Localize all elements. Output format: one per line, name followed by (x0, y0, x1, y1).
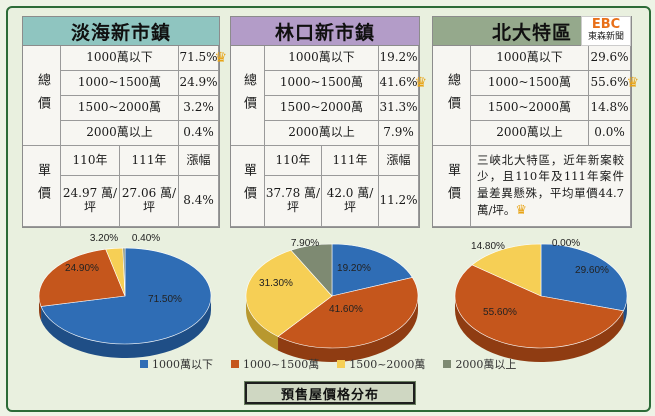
chart-legend: 1000萬以下 1000~1500萬 1500~2000萬 2000萬以上 (140, 356, 516, 372)
price-range-label: 1000~1500萬 (265, 71, 379, 96)
crown-icon: ♛ (515, 202, 528, 218)
unit-price-value: 27.06 萬/坪 (120, 176, 179, 227)
price-range-label: 1000~1500萬 (61, 71, 179, 96)
pie-data-label: 0.40% (132, 233, 160, 244)
unit-price-note: 三峽北大特區，近年新案較少，且110年及111年案件量差異懸殊，平均單價44.7… (471, 146, 631, 227)
unit-price-value: 42.0 萬/坪 (322, 176, 379, 227)
pie-slice-side (623, 296, 627, 325)
price-range-share: 14.8% (589, 96, 631, 121)
crown-icon: ♛ (414, 75, 427, 91)
price-range-share: 7.9% (379, 121, 419, 146)
legend-swatch-gray (443, 360, 452, 368)
pie-slice (471, 243, 542, 297)
year-header: 110年 (265, 146, 322, 176)
price-range-label: 1500~2000萬 (265, 96, 379, 121)
pie-slice (245, 249, 333, 337)
legend-item: 1500~2000萬 (337, 356, 425, 372)
legend-swatch-orange (231, 360, 239, 368)
panel-title: 淡海新市鎮 (23, 17, 219, 46)
pie-slice-side (278, 296, 418, 362)
legend-item: 1000~1500萬 (231, 356, 319, 372)
unit-price-label: 單價 (23, 146, 61, 227)
growth-header: 漲幅 (179, 146, 219, 176)
pie-data-label: 14.80% (471, 241, 505, 252)
total-price-label: 總價 (231, 46, 265, 146)
pie-slice (122, 247, 126, 297)
unit-price-label: 單價 (433, 146, 471, 227)
ebc-logo: EBC 東森新聞 (581, 16, 631, 46)
price-range-label: 1000萬以下 (61, 46, 179, 71)
year-header: 111年 (322, 146, 379, 176)
price-range-label: 2000萬以上 (265, 121, 379, 146)
pie-slice (290, 243, 333, 297)
legend-item: 2000萬以上 (443, 356, 516, 372)
legend-swatch-blue (140, 360, 148, 368)
pie-slice (38, 248, 126, 307)
pie-data-label: 19.20% (337, 263, 371, 274)
price-range-label: 2000萬以上 (471, 121, 589, 146)
panel-title: 林口新市鎮 (231, 17, 419, 46)
price-range-share: 3.2% (179, 96, 219, 121)
panel-linkou: 林口新市鎮 總價 1000萬以下 19.2% 1000~1500萬 41.6% ♛… (230, 16, 427, 228)
price-range-label: 1000萬以下 (265, 46, 379, 71)
price-range-share: 31.3% (379, 96, 419, 121)
price-range-share: 41.6% ♛ (379, 71, 427, 96)
pie-data-label: 31.30% (259, 278, 293, 289)
pie-data-label: 24.90% (65, 263, 99, 274)
unit-price-value: 37.78 萬/坪 (265, 176, 322, 227)
price-range-share: 0.0% (589, 121, 631, 146)
pie-slice-side (455, 296, 624, 363)
pie-data-label: 71.50% (148, 294, 182, 305)
price-range-label: 1500~2000萬 (61, 96, 179, 121)
pie-slice-side (41, 296, 211, 359)
pie-data-label: 3.20% (90, 233, 118, 244)
pie-data-label: 7.90% (291, 238, 319, 249)
growth-value: 11.2% (379, 176, 419, 227)
price-range-share: 71.5% ♛ (179, 46, 227, 71)
crown-icon: ♛ (214, 50, 227, 66)
price-range-label: 2000萬以上 (61, 121, 179, 146)
legend-swatch-yellow (337, 360, 346, 368)
pie-slice (277, 277, 419, 349)
pie-data-label: 0.00% (552, 238, 580, 249)
panel-beida: 北大特區 總價 1000萬以下 29.6% 1000~1500萬 55.6% ♛ … (432, 16, 639, 228)
pie-slice-side (246, 296, 279, 351)
footer-title: 預售屋價格分布 (244, 381, 416, 405)
total-price-label: 總價 (433, 46, 471, 146)
price-range-share: 29.6% (589, 46, 631, 71)
total-price-label: 總價 (23, 46, 61, 146)
crown-icon: ♛ (626, 75, 639, 91)
growth-value: 8.4% (179, 176, 219, 227)
pie-slice (331, 243, 413, 297)
pie-slice (540, 243, 628, 312)
pie-data-label: 41.60% (329, 304, 363, 315)
price-range-label: 1000萬以下 (471, 46, 589, 71)
pie-slice (454, 264, 624, 349)
pie-data-label: 55.60% (483, 307, 517, 318)
unit-price-label: 單價 (231, 146, 265, 227)
legend-item: 1000萬以下 (140, 356, 213, 372)
growth-header: 漲幅 (379, 146, 419, 176)
pie-slice (40, 247, 212, 345)
year-header: 111年 (120, 146, 179, 176)
price-range-share: 0.4% (179, 121, 219, 146)
year-header: 110年 (61, 146, 120, 176)
logo-wordmark: EBC (591, 17, 621, 32)
logo-subtitle: 東森新聞 (587, 32, 624, 42)
price-range-share: 24.9% (179, 71, 219, 96)
price-range-label: 1000~1500萬 (471, 71, 589, 96)
price-range-label: 1500~2000萬 (471, 96, 589, 121)
pie-data-label: 29.60% (575, 265, 609, 276)
price-range-share: 55.6% ♛ (589, 71, 639, 96)
panel-danhai: 淡海新市鎮 總價 1000萬以下 71.5% ♛ 1000~1500萬 24.9%… (22, 16, 227, 228)
unit-price-value: 24.97 萬/坪 (61, 176, 120, 227)
price-range-share: 19.2% (379, 46, 419, 71)
